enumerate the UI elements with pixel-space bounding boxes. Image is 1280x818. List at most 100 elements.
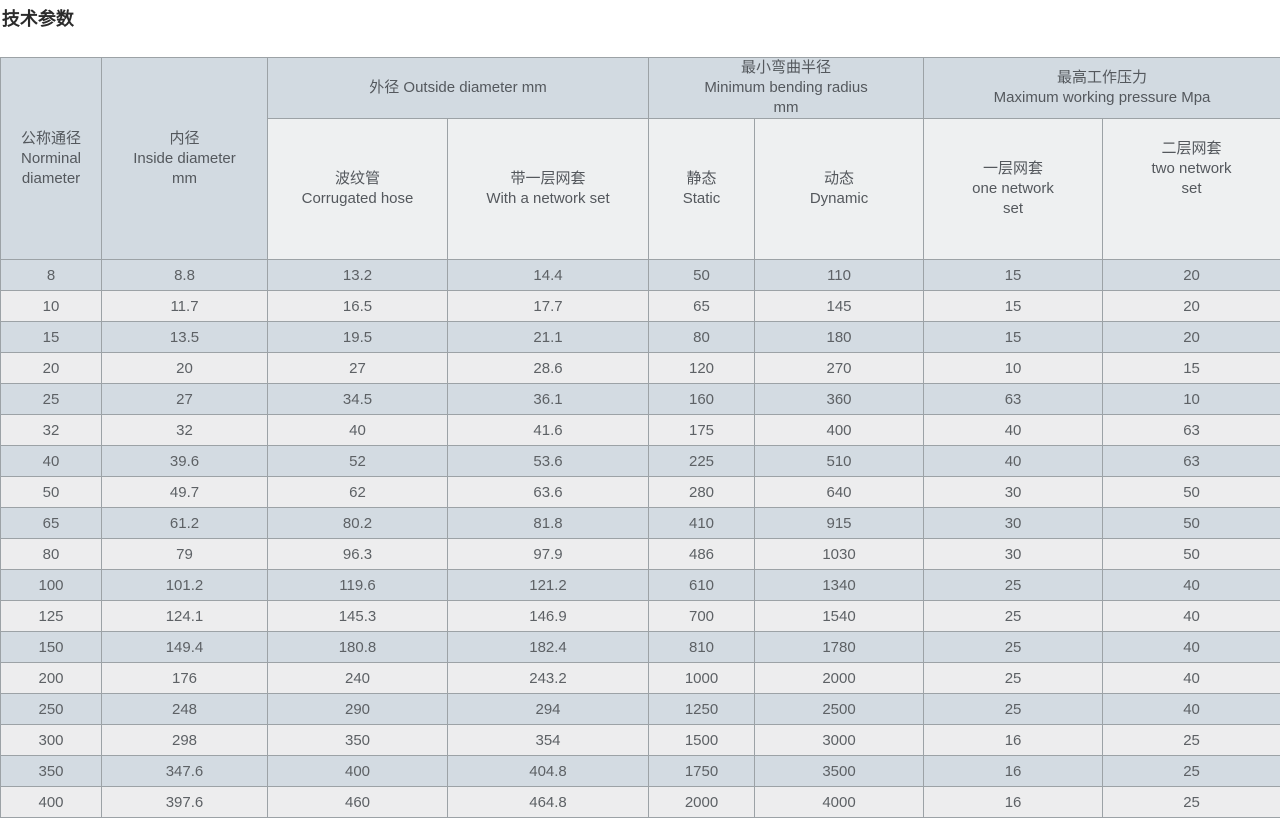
table-cell: 79 [101, 538, 268, 570]
table-cell: 16 [923, 786, 1104, 818]
table-cell: 1780 [754, 631, 925, 663]
table-cell: 1000 [648, 662, 756, 694]
table-cell: 17.7 [446, 290, 650, 322]
table-cell: 20 [0, 352, 102, 384]
table-cell: 20 [101, 352, 268, 384]
table-cell: 240 [267, 662, 448, 694]
table-cell: 13.5 [101, 321, 268, 353]
table-cell: 27 [101, 383, 268, 415]
table-cell: 146.9 [446, 600, 650, 632]
table-row: 65 61.2 80.2 81.8 410 915 30 50 [0, 507, 1280, 539]
table-cell: 915 [754, 507, 925, 539]
table-cell: 40 [1102, 662, 1280, 694]
table-cell: 200 [0, 662, 102, 694]
table-cell: 50 [1102, 538, 1280, 570]
column-header-nominal-diameter: 公称通径 Norminal diameter [0, 57, 102, 260]
table-cell: 8.8 [101, 259, 268, 291]
table-cell: 21.1 [446, 321, 650, 353]
spec-table-head: 公称通径 Norminal diameter 内径 Inside diamete… [0, 57, 1280, 260]
table-cell: 410 [648, 507, 756, 539]
table-row: 32 32 40 41.6 175 400 40 63 [0, 414, 1280, 446]
table-cell: 61.2 [101, 507, 268, 539]
table-cell: 700 [648, 600, 756, 632]
table-row: 8 8.8 13.2 14.4 50 110 15 20 [0, 259, 1280, 291]
table-cell: 350 [267, 724, 448, 756]
table-cell: 1340 [754, 569, 925, 601]
table-cell: 119.6 [267, 569, 448, 601]
table-row: 125 124.1 145.3 146.9 700 1540 25 40 [0, 600, 1280, 632]
table-cell: 110 [754, 259, 925, 291]
table-cell: 41.6 [446, 414, 650, 446]
table-cell: 4000 [754, 786, 925, 818]
table-cell: 121.2 [446, 569, 650, 601]
table-cell: 62 [267, 476, 448, 508]
header-sub-row: 波纹管 Corrugated hose 带一层网套 With a network… [1, 118, 1280, 260]
table-cell: 400 [267, 755, 448, 787]
table-cell: 14.4 [446, 259, 650, 291]
table-cell: 347.6 [101, 755, 268, 787]
table-cell: 20 [1102, 321, 1280, 353]
column-header-corrugated-hose: 波纹管 Corrugated hose [267, 118, 448, 260]
table-cell: 25 [0, 383, 102, 415]
table-cell: 20 [1102, 290, 1280, 322]
column-header-one-network-set: 一层网套 one network set [923, 118, 1104, 260]
table-cell: 97.9 [446, 538, 650, 570]
table-row: 150 149.4 180.8 182.4 810 1780 25 40 [0, 631, 1280, 663]
table-cell: 145 [754, 290, 925, 322]
table-cell: 40 [1102, 631, 1280, 663]
page-title: 技术参数 [2, 9, 74, 29]
spec-table-body: 8 8.8 13.2 14.4 50 110 15 20 10 11.7 16.5 17.7 65 145… [0, 259, 1280, 818]
spec-table: 公称通径 Norminal diameter 内径 Inside diamete… [0, 57, 1280, 818]
table-cell: 63 [1102, 445, 1280, 477]
table-cell: 15 [923, 290, 1104, 322]
table-cell: 25 [1102, 724, 1280, 756]
table-cell: 149.4 [101, 631, 268, 663]
table-cell: 1030 [754, 538, 925, 570]
table-cell: 63 [1102, 414, 1280, 446]
table-cell: 13.2 [267, 259, 448, 291]
table-cell: 63 [923, 383, 1104, 415]
table-row: 200 176 240 243.2 1000 2000 25 40 [0, 662, 1280, 694]
table-cell: 10 [923, 352, 1104, 384]
table-cell: 350 [0, 755, 102, 787]
table-cell: 125 [0, 600, 102, 632]
table-cell: 40 [1102, 569, 1280, 601]
table-cell: 50 [1102, 507, 1280, 539]
table-cell: 25 [923, 600, 1104, 632]
table-cell: 16.5 [267, 290, 448, 322]
table-cell: 81.8 [446, 507, 650, 539]
table-cell: 40 [1102, 693, 1280, 725]
table-cell: 19.5 [267, 321, 448, 353]
table-cell: 32 [0, 414, 102, 446]
table-row: 25 27 34.5 36.1 160 360 63 10 [0, 383, 1280, 415]
table-cell: 63.6 [446, 476, 650, 508]
table-cell: 15 [923, 321, 1104, 353]
table-cell: 25 [1102, 755, 1280, 787]
table-cell: 40 [1102, 600, 1280, 632]
table-cell: 400 [754, 414, 925, 446]
table-cell: 294 [446, 693, 650, 725]
table-cell: 20 [1102, 259, 1280, 291]
table-cell: 36.1 [446, 383, 650, 415]
table-cell: 50 [648, 259, 756, 291]
header-group-row: 公称通径 Norminal diameter 内径 Inside diamete… [0, 57, 1280, 260]
table-cell: 50 [0, 476, 102, 508]
table-cell: 810 [648, 631, 756, 663]
table-cell: 30 [923, 538, 1104, 570]
table-cell: 52 [267, 445, 448, 477]
table-cell: 15 [0, 321, 102, 353]
table-cell: 1540 [754, 600, 925, 632]
table-cell: 80 [648, 321, 756, 353]
table-cell: 40 [923, 414, 1104, 446]
table-cell: 120 [648, 352, 756, 384]
table-cell: 2500 [754, 693, 925, 725]
table-cell: 175 [648, 414, 756, 446]
table-cell: 464.8 [446, 786, 650, 818]
table-cell: 96.3 [267, 538, 448, 570]
column-header-static: 静态 Static [648, 118, 756, 260]
group-header-outside-diameter: 外径 Outside diameter mm [266, 57, 650, 119]
column-header-two-network-set: 二层网套 two network set [1102, 118, 1280, 260]
table-cell: 32 [101, 414, 268, 446]
table-cell: 150 [0, 631, 102, 663]
